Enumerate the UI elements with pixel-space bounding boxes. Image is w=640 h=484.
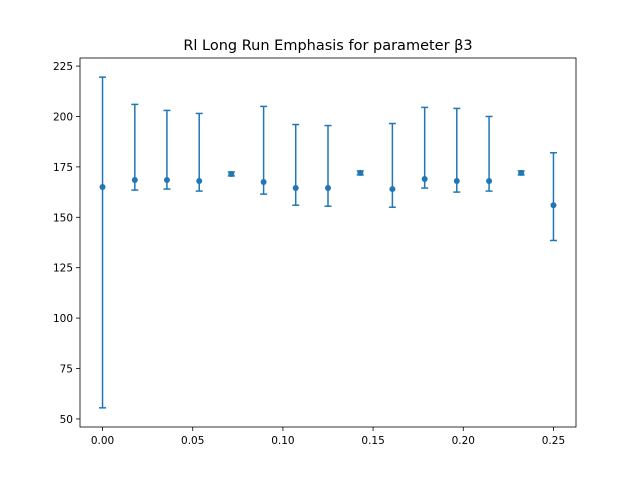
data-point-3 — [196, 178, 203, 184]
data-marks — [99, 76, 557, 409]
data-point-group-1 — [131, 103, 139, 191]
data-point-9 — [389, 186, 396, 193]
data-point-10 — [421, 175, 428, 182]
y-tick-label-3: 125 — [53, 263, 73, 275]
data-point-5 — [260, 179, 267, 186]
data-point-7 — [325, 185, 331, 192]
data-point-group-6 — [292, 123, 300, 206]
data-point-14 — [550, 202, 557, 209]
data-point-4 — [228, 170, 235, 177]
x-tick-label-5: 0.25 — [542, 435, 565, 447]
data-point-6 — [292, 185, 299, 192]
data-point-13 — [518, 169, 525, 176]
data-point-12 — [486, 178, 493, 184]
x-tick-label-4: 0.20 — [452, 435, 475, 447]
y-tick-label-1: 75 — [60, 364, 73, 376]
data-point-group-4 — [227, 170, 235, 177]
plot-frame — [79, 57, 577, 428]
data-point-2 — [163, 176, 170, 183]
y-tick-label-6: 200 — [53, 111, 73, 123]
y-tick-label-0: 50 — [60, 414, 73, 426]
data-point-group-5 — [260, 105, 268, 195]
y-tick-label-2: 100 — [53, 313, 73, 325]
data-point-group-0 — [99, 76, 107, 409]
data-point-group-10 — [421, 106, 429, 189]
y-tick-label-7: 225 — [53, 61, 73, 73]
data-point-group-11 — [453, 107, 461, 193]
data-point-group-13 — [517, 169, 525, 176]
y-tick-label-5: 175 — [53, 162, 73, 174]
data-point-group-8 — [356, 169, 364, 176]
axes: 0.00 0.05 0.10 0.15 0.20 0.25 50 75 100 125 150 175… — [53, 57, 577, 447]
y-tick-label-4: 150 — [53, 212, 73, 224]
data-point-group-2 — [163, 109, 171, 190]
data-point-group-7 — [324, 124, 332, 207]
data-point-group-3 — [195, 112, 203, 192]
data-point-group-12 — [485, 115, 493, 192]
x-tick-label-1: 0.05 — [181, 435, 204, 447]
data-point-8 — [357, 169, 364, 176]
data-point-0 — [99, 184, 106, 191]
x-tick-label-0: 0.00 — [91, 435, 114, 447]
data-point-1 — [131, 176, 138, 183]
x-tick-label-2: 0.10 — [271, 435, 294, 447]
data-point-group-14 — [549, 152, 557, 242]
x-tick-label-3: 0.15 — [361, 435, 384, 447]
data-point-group-9 — [388, 122, 396, 208]
chart-title: Rl Long Run Emphasis for parameter β3 — [183, 38, 472, 54]
data-point-11 — [453, 178, 460, 184]
